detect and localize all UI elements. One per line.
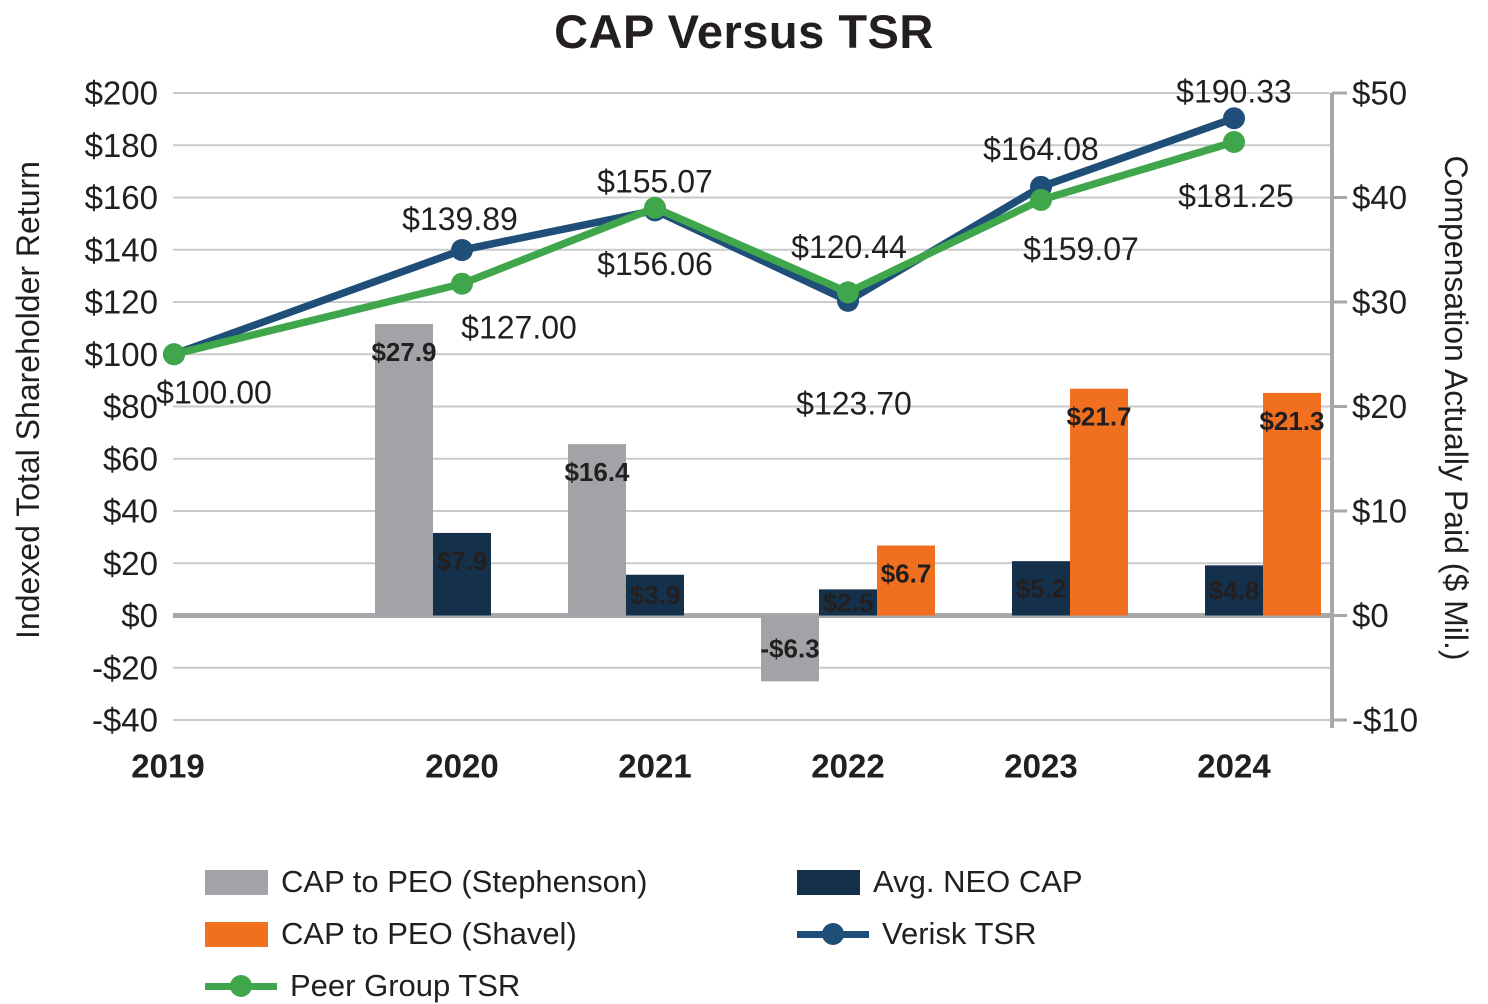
svg-text:$3.9: $3.9 (630, 580, 681, 610)
shavel-bar-swatch-icon (205, 921, 268, 947)
svg-text:2023: 2023 (1004, 748, 1077, 785)
legend-label-stephenson: CAP to PEO (Stephenson) (281, 864, 648, 899)
legend-item-peer-group-tsr: Peer Group TSR (205, 968, 797, 1004)
svg-text:$127.00: $127.00 (461, 310, 577, 346)
legend-label-peer-group-tsr: Peer Group TSR (290, 968, 521, 1003)
svg-text:$180: $180 (85, 127, 158, 164)
svg-text:$123.70: $123.70 (796, 385, 912, 421)
svg-text:$40: $40 (103, 493, 158, 530)
bar-series-shavel: $6.7 $21.7 $21.3 (877, 388, 1325, 616)
svg-text:$16.4: $16.4 (564, 457, 630, 487)
svg-text:$60: $60 (103, 440, 158, 477)
svg-text:$181.25: $181.25 (1178, 178, 1294, 214)
data-point-marker (451, 239, 473, 262)
right-axis (1330, 91, 1347, 728)
svg-text:$27.9: $27.9 (371, 337, 436, 367)
svg-text:$7.9: $7.9 (437, 546, 488, 576)
bar-series-avg-neo-cap: $7.9 $3.9 $2.5 $5.2 $4.8 (433, 532, 1263, 617)
bar (375, 323, 433, 616)
svg-text:$21.7: $21.7 (1066, 402, 1131, 432)
line-series-peer-group-tsr (163, 130, 1245, 366)
svg-text:$120.44: $120.44 (791, 229, 907, 265)
legend: CAP to PEO (Stephenson) Avg. NEO CAP CAP… (205, 856, 1083, 1004)
stephenson-bar-swatch-icon (205, 869, 268, 895)
x-axis-labels: 2019 2020 2021 2022 2023 2024 (131, 748, 1271, 785)
svg-text:$6.7: $6.7 (881, 558, 932, 588)
data-point-marker (644, 196, 666, 219)
data-point-marker (1223, 130, 1245, 153)
svg-text:$21.3: $21.3 (1259, 406, 1324, 436)
cap-vs-tsr-chart: $200 $180 $160 $140 $120 $100 $80 $60 $40 $20 $0 -$… (85, 73, 1418, 785)
bar (1070, 388, 1128, 616)
bar (819, 589, 877, 616)
bar (433, 532, 491, 616)
svg-text:-$20: -$20 (92, 649, 158, 686)
svg-text:$0: $0 (1352, 597, 1389, 634)
bar (1205, 565, 1263, 616)
svg-text:$159.07: $159.07 (1023, 231, 1139, 267)
svg-text:$100: $100 (85, 336, 158, 373)
svg-text:2022: 2022 (811, 748, 884, 785)
left-axis-tick-labels: $200 $180 $160 $140 $120 $100 $80 $60 $40 $20 $0 -$… (85, 75, 158, 739)
svg-text:$0: $0 (121, 597, 158, 634)
legend-item-verisk-tsr: Verisk TSR (797, 916, 1083, 952)
svg-text:$190.33: $190.33 (1176, 73, 1292, 109)
bar (761, 615, 819, 682)
bar (1012, 561, 1070, 616)
bar (1263, 392, 1321, 616)
svg-text:$10: $10 (1352, 493, 1407, 530)
svg-text:$80: $80 (103, 388, 158, 425)
legend-item-stephenson: CAP to PEO (Stephenson) (205, 864, 797, 900)
avg-neo-cap-bar-swatch-icon (797, 869, 860, 895)
svg-text:$200: $200 (85, 75, 158, 112)
data-point-marker (837, 281, 859, 304)
svg-text:-$40: -$40 (92, 702, 158, 739)
bar (626, 574, 684, 616)
data-point-marker (1223, 107, 1245, 130)
svg-text:$139.89: $139.89 (402, 201, 518, 237)
legend-label-shavel: CAP to PEO (Shavel) (281, 916, 577, 951)
svg-text:$40: $40 (1352, 179, 1407, 216)
svg-text:$30: $30 (1352, 284, 1407, 321)
data-point-marker (451, 272, 473, 295)
svg-text:-$6.3: -$6.3 (760, 633, 819, 663)
legend-label-verisk-tsr: Verisk TSR (882, 916, 1037, 951)
data-point-marker (1030, 188, 1052, 211)
svg-text:$20: $20 (103, 545, 158, 582)
svg-text:2024: 2024 (1197, 748, 1271, 785)
svg-text:-$10: -$10 (1352, 702, 1418, 739)
svg-text:$120: $120 (85, 284, 158, 321)
svg-text:$4.8: $4.8 (1209, 575, 1260, 605)
svg-text:2019: 2019 (131, 748, 204, 785)
svg-text:$160: $160 (85, 179, 158, 216)
svg-text:$20: $20 (1352, 388, 1407, 425)
line-labels-peer-group-tsr: $127.00 $156.06 $123.70 $159.07 $181.25 (461, 178, 1294, 421)
chart-title: CAP Versus TSR (554, 5, 934, 58)
gridlines (173, 92, 1330, 721)
legend-label-avg-neo-cap: Avg. NEO CAP (873, 864, 1083, 899)
legend-item-shavel: CAP to PEO (Shavel) (205, 916, 797, 952)
bar (877, 545, 935, 616)
svg-text:$50: $50 (1352, 75, 1407, 112)
legend-item-avg-neo-cap: Avg. NEO CAP (797, 864, 1083, 900)
svg-text:2021: 2021 (618, 748, 691, 785)
svg-text:$155.07: $155.07 (597, 163, 713, 199)
svg-text:$5.2: $5.2 (1016, 573, 1067, 603)
right-axis-tick-labels: $50 $40 $30 $20 $10 $0 -$10 (1352, 75, 1418, 739)
bar-series-stephenson: $27.9 $16.4 -$6.3 (371, 323, 820, 682)
svg-text:2020: 2020 (425, 748, 498, 785)
svg-text:$100.00: $100.00 (156, 374, 272, 410)
bar (568, 444, 626, 616)
verisk-tsr-line-swatch-icon (797, 922, 869, 947)
left-axis-title: Indexed Total Shareholder Return (10, 161, 46, 639)
peer-group-tsr-line-swatch-icon (205, 974, 277, 999)
data-point-marker (163, 343, 185, 366)
svg-text:$2.5: $2.5 (823, 587, 874, 617)
line-labels-verisk-tsr: $100.00 $139.89 $155.07 $120.44 $164.08 $190.… (156, 73, 1292, 410)
svg-text:$156.06: $156.06 (597, 246, 713, 282)
right-axis-title: Compensation Actually Paid ($ Mil.) (1438, 155, 1474, 661)
svg-text:$140: $140 (85, 231, 158, 268)
svg-text:$164.08: $164.08 (983, 131, 1099, 167)
